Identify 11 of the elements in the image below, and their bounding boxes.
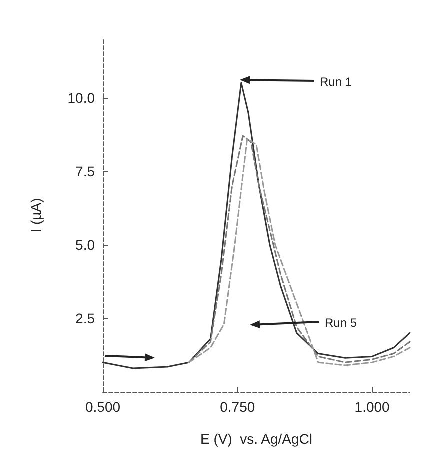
x-axis-title: E (V) vs. Ag/AgCl <box>200 431 313 447</box>
y-tick-label: 2.5 <box>76 310 96 326</box>
y-tick-label: 10.0 <box>68 90 96 106</box>
x-tick-label: 0.500 <box>85 399 121 415</box>
y-tick-label: 5.0 <box>76 236 96 253</box>
y-tick-label: 7.5 <box>76 163 96 180</box>
annotation: Run 1 <box>320 75 352 89</box>
x-tick-label: 0.750 <box>220 399 256 415</box>
x-tick-label: 1.000 <box>354 399 390 415</box>
annotation: Run 5 <box>325 316 358 330</box>
y-axis-title: I (µA) <box>28 198 44 233</box>
